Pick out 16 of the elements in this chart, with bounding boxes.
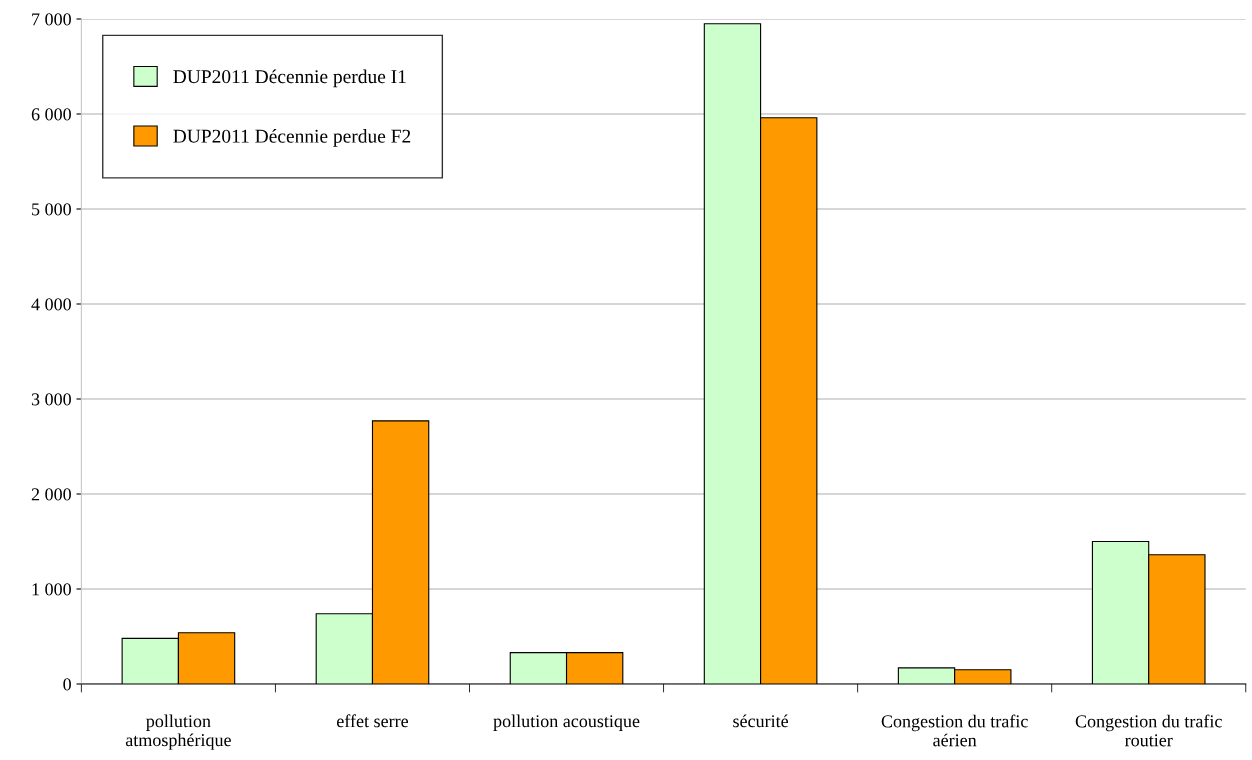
- y-tick-label: 4 000: [31, 298, 71, 311]
- y-tick-label: 6 000: [31, 108, 71, 121]
- x-tick-label: Congestion du trafic aérien: [881, 714, 1028, 747]
- x-tick-label: Congestion du trafic routier: [1075, 714, 1222, 747]
- x-tick-label: pollution acoustique: [493, 714, 640, 731]
- legend-label: DUP2011 Décennie perdue F2: [173, 129, 411, 147]
- legend-label: DUP2011 Décennie perdue I1: [173, 69, 406, 88]
- y-tick-label: 0: [63, 678, 71, 691]
- y-tick-label: 7 000: [32, 13, 71, 26]
- x-tick-label: sécurité: [733, 714, 789, 728]
- x-tick-label: effet serre: [337, 714, 409, 728]
- y-tick-label: 2 000: [31, 488, 71, 501]
- y-tick-label: 5 000: [32, 203, 71, 216]
- y-tick-label: 1 000: [32, 583, 71, 596]
- x-tick-label: pollution atmosphérique: [125, 714, 231, 750]
- y-tick-label: 3 000: [31, 393, 71, 406]
